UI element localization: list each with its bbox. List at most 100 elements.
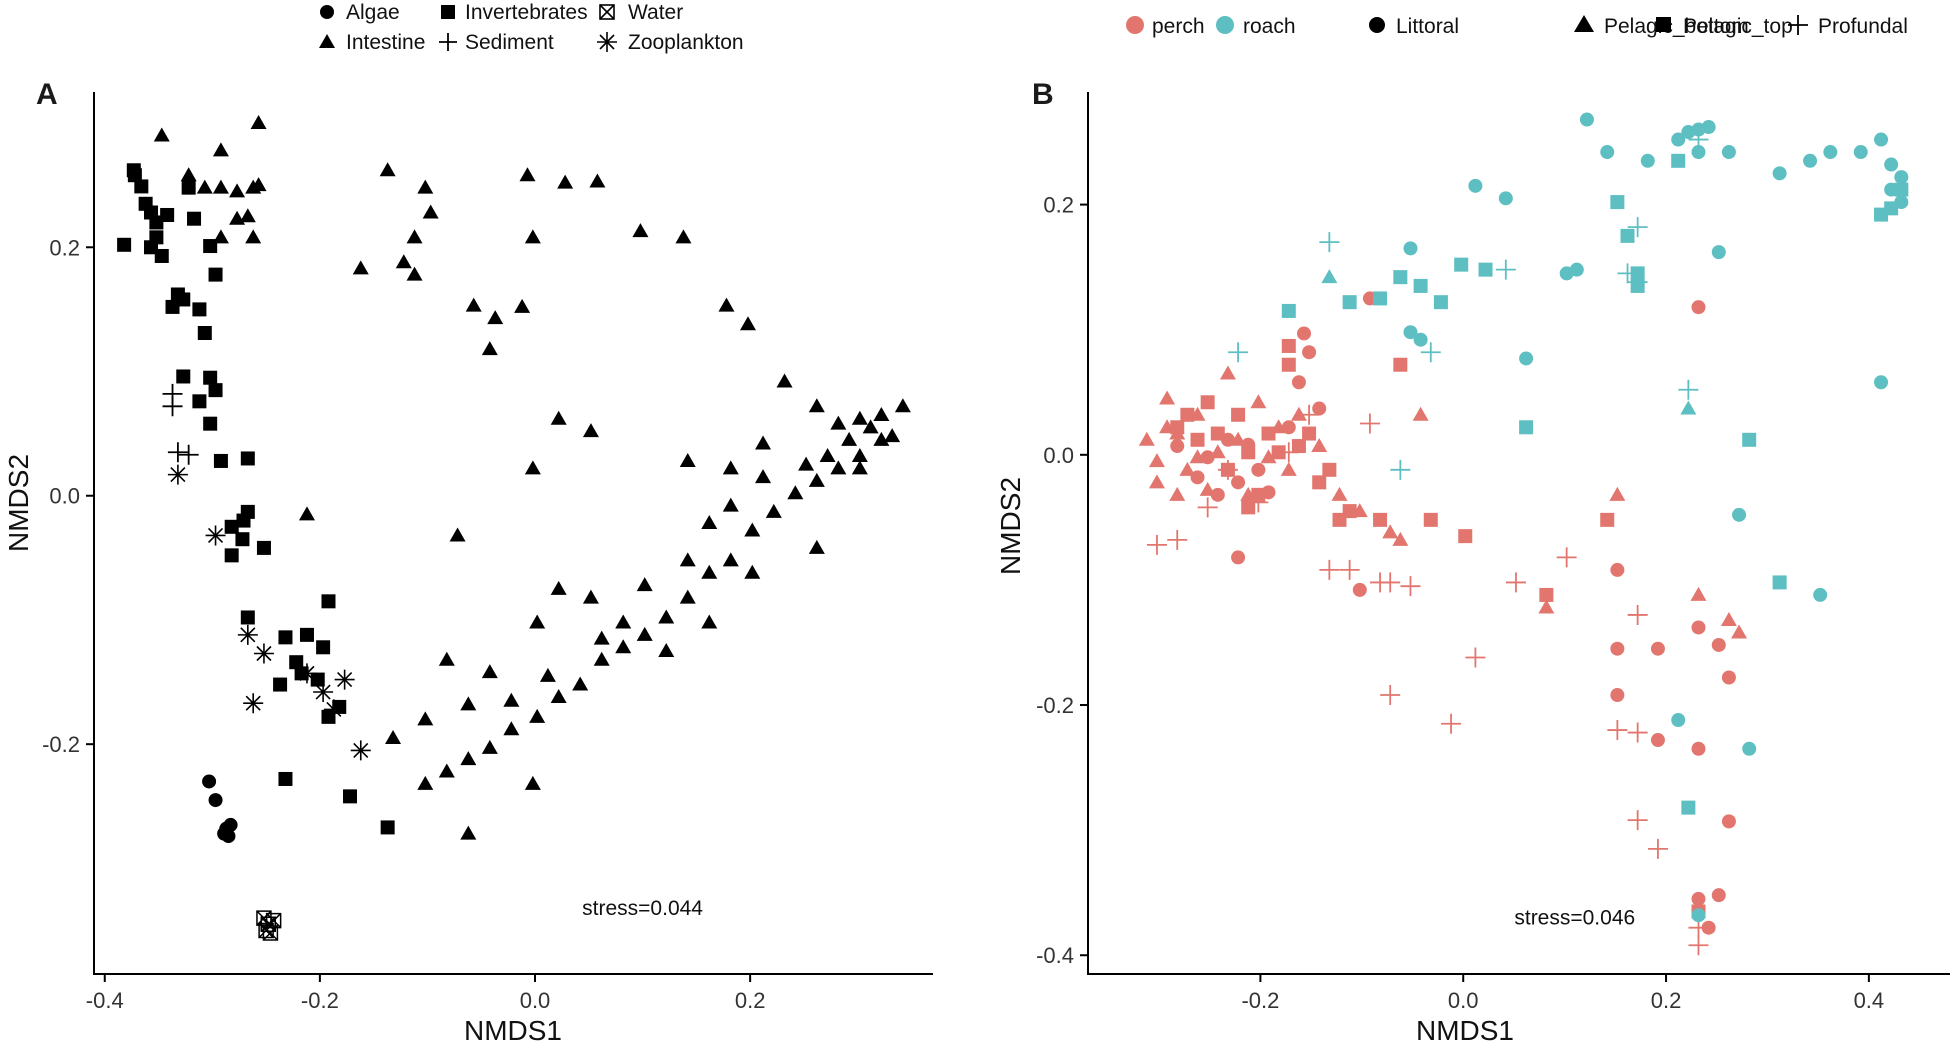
point-triangle [250,115,267,130]
point-plus [1217,459,1238,480]
point-triangle [460,825,477,840]
point-circle [1210,487,1225,502]
point-triangle [632,223,649,238]
point-triangle [1731,624,1748,639]
point-plus [1678,379,1699,400]
point-triangle [417,775,434,790]
point-asterisk [323,699,344,720]
legend-b-littoral-marker [1369,17,1385,33]
point-boxcross [262,925,279,941]
panel-a-legend: Algae Invertebrates Water Intesti [319,1,744,54]
point-triangle [481,341,498,356]
point-square [1393,357,1408,372]
point-triangle [718,297,735,312]
point-plus [1228,342,1249,363]
point-circle [1772,166,1787,181]
point-triangle [449,527,466,542]
legend-a-sediment-marker [439,33,457,51]
point-circle [1650,641,1665,656]
point-triangle [658,609,675,624]
point-triangle [1382,524,1399,539]
point-triangle [245,179,262,194]
point-triangle [1331,486,1348,501]
point-circle [1610,562,1625,577]
point-triangle [765,503,782,518]
point-asterisk [205,525,226,546]
series-perch-profundal [1146,404,1709,956]
point-square [316,640,331,655]
point-circle [1691,145,1706,160]
point-plus [1420,342,1441,363]
point-circle [1884,157,1899,172]
panel-a-y-axis-title: NMDS2 [3,454,34,552]
point-triangle [851,447,868,462]
point-triangle [514,298,531,313]
panel-a-points [117,115,911,941]
point-triangle [1230,431,1247,446]
legend-b-item-roach: roach [1216,15,1296,38]
point-square [1884,201,1899,216]
point-square [1772,575,1787,590]
panel-b-y-tick-label: 0.0 [1043,443,1074,468]
point-circle [1813,587,1828,602]
legend-b-item-profundal: Profundal [1788,15,1908,38]
point-plus [1627,604,1648,625]
point-circle [1894,170,1909,185]
series-zooplankton [167,464,371,761]
point-square [1519,420,1534,435]
point-square [1413,278,1428,293]
legend-b-littoral-label: Littoral [1396,15,1459,38]
point-plus [1647,838,1668,859]
point-triangle [744,522,761,537]
legend-b-pelagic-bottom-label: Pelagic_bottom [1604,15,1749,38]
point-square [176,369,191,384]
point-triangle [862,419,879,434]
point-triangle [438,763,455,778]
panel-b-ticks: -0.2 0.0 0.2 0.4 -0.4 -0.2 0.0 0.2 [1036,193,1884,1013]
point-circle [1352,582,1367,597]
panel-b-y-tick-label: -0.2 [1036,693,1074,718]
point-square [1281,338,1296,353]
point-asterisk [253,643,274,664]
legend-a-water-marker [599,4,615,20]
point-triangle [395,254,412,269]
point-plus [1688,129,1709,150]
point-square [1620,228,1635,243]
series-perch-pelagic-top [1170,338,1706,919]
panel-a-x-tick-label: 0.0 [520,988,551,1013]
point-square [1241,445,1256,460]
series-perch-pelagic-bottom [1138,365,1748,639]
point-square [343,789,358,804]
legend-a-algae-marker [320,5,334,19]
legend-b-item-pelagic-top: Pelagic_top [1656,15,1793,38]
point-triangle [438,651,455,666]
point-square [1373,512,1388,527]
point-square [1210,426,1225,441]
point-asterisk [243,693,264,714]
point-triangle [615,639,632,654]
point-square [1342,504,1357,519]
panel-b-letter: B [1032,78,1054,111]
point-circle [1691,300,1706,315]
point-triangle [1138,431,1155,446]
legend-b-pelagic-top-marker [1656,17,1671,32]
point-circle [1711,637,1726,652]
point-triangle [636,626,653,641]
point-circle [1742,741,1757,756]
point-square [197,325,212,340]
series-sediment [162,383,199,465]
point-plus [1505,572,1526,593]
legend-a-invertebrates-marker [441,5,455,19]
point-plus [1380,572,1401,593]
point-triangle [1189,449,1206,464]
point-circle [1519,351,1534,366]
legend-a-item-2: Water [599,1,683,24]
point-square [1539,587,1554,602]
point-square [1190,432,1205,447]
panel-b-x-tick-label: -0.2 [1241,988,1279,1013]
point-triangle [894,398,911,413]
point-triangle [1412,406,1429,421]
point-plus [1339,559,1360,580]
point-asterisk [334,669,355,690]
point-triangle [701,515,718,530]
